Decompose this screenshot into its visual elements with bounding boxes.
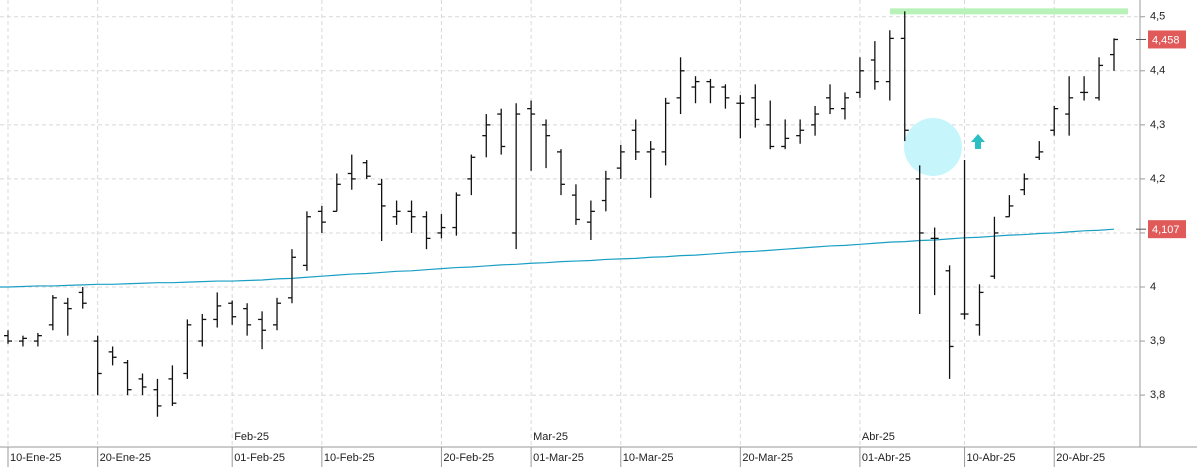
y-tick-label: 4,3 — [1150, 119, 1165, 131]
x-tick-label: 20-Feb-25 — [443, 452, 494, 464]
x-tick-label: 20-Abr-25 — [1056, 452, 1105, 464]
price-label-box — [1148, 30, 1186, 49]
resistance-line — [890, 8, 1128, 15]
x-tick-label: 10-Mar-25 — [623, 452, 674, 464]
x-tick-label: 01-Abr-25 — [862, 452, 911, 464]
x-tick-label: 10-Feb-25 — [324, 452, 375, 464]
x-tick-label: 01-Mar-25 — [533, 452, 584, 464]
y-tick-label: 4 — [1150, 281, 1156, 293]
y-tick-label: 4,2 — [1150, 173, 1165, 185]
month-label: Feb-25 — [234, 431, 269, 443]
x-tick-label: 20-Mar-25 — [742, 452, 793, 464]
x-tick-label: 10-Abr-25 — [967, 452, 1016, 464]
month-label: Mar-25 — [533, 431, 568, 443]
grid-layer — [0, 0, 1140, 447]
arrow-up-icon — [971, 134, 985, 149]
y-tick-label: 4,5 — [1150, 11, 1165, 23]
y-tick-label: 4,4 — [1150, 65, 1165, 77]
x-tick-label: 20-Ene-25 — [100, 452, 151, 464]
price-label: 4,458 — [1152, 34, 1180, 46]
plot-layer — [0, 8, 1128, 417]
y-tick-label: 3,9 — [1150, 335, 1165, 347]
month-label: Abr-25 — [862, 431, 895, 443]
x-tick-label: 10-Ene-25 — [10, 452, 61, 464]
moving-average-line — [0, 228, 1115, 288]
price-label: 4,107 — [1152, 224, 1180, 236]
highlight-circle — [904, 118, 962, 176]
x-tick-label: 01-Feb-25 — [234, 452, 285, 464]
price-label-box — [1148, 220, 1186, 239]
y-tick-label: 3,8 — [1150, 389, 1165, 401]
